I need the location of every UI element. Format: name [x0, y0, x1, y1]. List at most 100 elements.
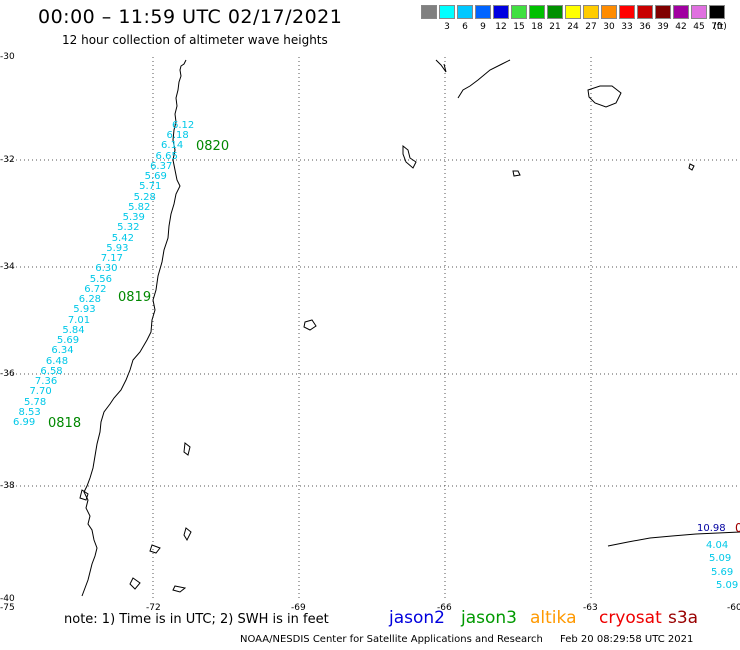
- island: [79, 489, 89, 501]
- satellite-name: cryosat: [599, 608, 662, 628]
- lon-label: -72: [146, 603, 161, 613]
- graticule: [8, 57, 740, 600]
- legend-label: 42: [675, 22, 687, 32]
- lon-label: -66: [437, 603, 452, 613]
- wave-height-label: 5.93: [73, 304, 96, 316]
- legend-swatch: [421, 5, 437, 19]
- lon-label: -63: [583, 603, 598, 613]
- lat-label: -38: [0, 481, 15, 491]
- wave-height-label: 5.39: [122, 212, 145, 224]
- legend-label: 3: [444, 22, 450, 32]
- wave-height-label: 5.09: [709, 553, 732, 564]
- lon-label: -60: [727, 603, 740, 613]
- legend-label: 6: [462, 22, 468, 32]
- wave-height-label: 6.99: [13, 417, 36, 428]
- wave-height-label: 7.01: [67, 314, 91, 326]
- legend-swatch: [475, 5, 491, 19]
- wave-height-label: 5.42: [111, 232, 134, 244]
- legend-label: 18: [531, 22, 543, 32]
- wave-height-label: 8.53: [18, 406, 41, 418]
- wave-height-label: 6.28: [78, 294, 102, 306]
- legend-swatch: [439, 5, 455, 19]
- wave-height-label: 6.18: [166, 130, 189, 142]
- island: [688, 163, 695, 171]
- pass-time-label: 0818: [48, 416, 82, 431]
- wave-height-label: 5.09: [716, 580, 739, 591]
- island: [129, 577, 141, 590]
- lat-label: -40: [0, 594, 15, 604]
- legend-label: 27: [585, 22, 597, 32]
- wave-height-label: 5.32: [117, 222, 140, 234]
- legend-label: 33: [621, 22, 633, 32]
- legend-swatch: [691, 5, 707, 19]
- wave-height-label: 6.12: [172, 120, 195, 131]
- satellite-name: s3a: [668, 608, 699, 628]
- island: [183, 527, 192, 542]
- wave-height-label: 7.70: [29, 386, 52, 398]
- legend-swatch: [493, 5, 509, 19]
- wave-height-label: 6.34: [51, 345, 74, 357]
- satellite-name: altika: [530, 608, 577, 628]
- credit-timestamp: Feb 20 08:29:58 UTC 2021: [560, 634, 694, 645]
- legend-label: 36: [639, 22, 651, 32]
- legend-label: 24: [567, 22, 579, 32]
- lat-label: -32: [0, 155, 15, 165]
- island: [149, 544, 161, 554]
- legend-swatch: [619, 5, 635, 19]
- legend-label: 9: [480, 22, 486, 32]
- credit-org: NOAA/NESDIS Center for Satellite Applica…: [240, 634, 543, 645]
- legend-label: 30: [603, 22, 615, 32]
- map-title: 00:00 – 11:59 UTC 02/17/2021: [38, 6, 343, 28]
- wave-height-label: 5.71: [139, 181, 162, 193]
- wave-height-label: 5.82: [128, 201, 151, 213]
- continent-coastline: [607, 531, 740, 547]
- lon-label: -69: [291, 603, 306, 613]
- satellite-name: jason2: [389, 608, 445, 628]
- wave-height-label: 5.69: [711, 567, 734, 578]
- legend-swatch: [565, 5, 581, 19]
- wave-height-label: 6.58: [40, 365, 63, 377]
- legend-label: 39: [657, 22, 669, 32]
- satellite-name: jason3: [461, 608, 517, 628]
- legend-swatch: [655, 5, 671, 19]
- map-subtitle: 12 hour collection of altimeter wave hei…: [62, 33, 328, 47]
- wave-height-label: 5.93: [106, 242, 129, 254]
- island: [303, 319, 317, 331]
- wave-height-label: 5.56: [89, 273, 113, 285]
- legend-swatch: [709, 5, 725, 19]
- wave-height-label: 7.36: [34, 376, 58, 388]
- lon-label: -75: [0, 603, 15, 613]
- footnote: note: 1) Time is in UTC; 2) SWH is in fe…: [64, 612, 329, 627]
- chile-coastline: [81, 59, 187, 597]
- lat-label: -34: [0, 262, 15, 272]
- wave-height-label: 7.17: [100, 253, 123, 265]
- island: [512, 170, 521, 177]
- legend-swatch: [547, 5, 563, 19]
- wave-height-label: 4.04: [706, 540, 729, 551]
- track-edge-label: 0: [735, 521, 740, 535]
- island: [183, 442, 191, 456]
- island: [587, 85, 622, 108]
- wave-height-label: 5.69: [144, 171, 167, 183]
- wave-height-label: 10.98: [697, 523, 726, 534]
- legend-label: 12: [495, 22, 507, 32]
- legend-unit: (ft): [713, 22, 727, 32]
- wave-height-label: 6.72: [84, 283, 107, 295]
- wave-height-label: 6.14: [161, 140, 184, 152]
- credit-line: NOAA/NESDIS Center for Satellite Applica…: [240, 634, 693, 645]
- legend-label: 15: [513, 22, 525, 32]
- legend-label: 21: [549, 22, 561, 32]
- wave-height-label: 6.37: [150, 160, 173, 172]
- pass-time-label: 0819: [118, 290, 152, 305]
- wave-height-label: 6.65: [155, 150, 178, 162]
- lat-label: -30: [0, 52, 15, 62]
- continent-coastline: [435, 59, 511, 99]
- wave-height-label: 5.69: [56, 335, 80, 347]
- wave-height-label: 5.78: [23, 396, 47, 408]
- legend-swatch: [529, 5, 545, 19]
- island: [402, 144, 417, 169]
- legend-label: 70: [711, 22, 723, 32]
- legend-swatch: [601, 5, 617, 19]
- legend-swatch: [637, 5, 653, 19]
